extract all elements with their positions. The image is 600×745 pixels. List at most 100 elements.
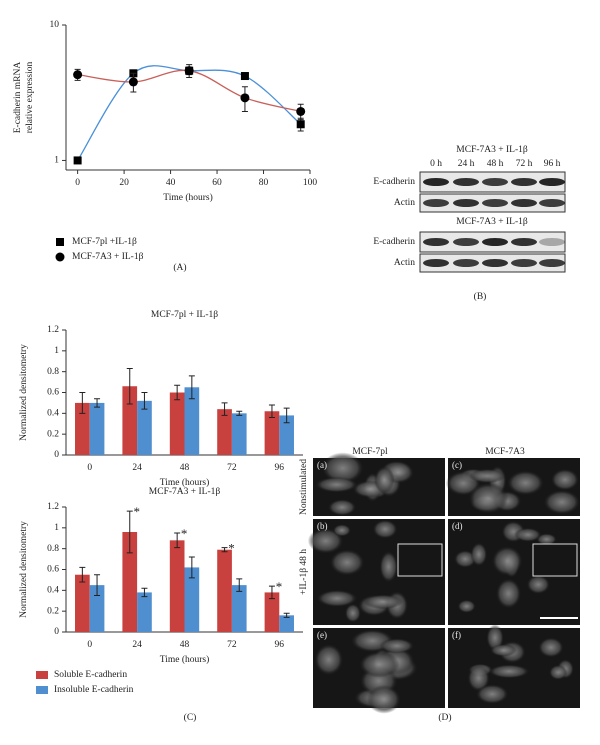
cell — [457, 599, 476, 613]
blot-band — [482, 178, 508, 186]
bar — [75, 402, 90, 455]
error-bar — [236, 578, 243, 592]
blot-band — [423, 199, 449, 207]
significance: * — [276, 579, 283, 594]
micrograph: (a) — [313, 452, 445, 516]
marker — [240, 72, 249, 81]
cell — [332, 524, 352, 537]
bar — [264, 411, 280, 455]
y-axis-label: Normalized densitometry — [19, 521, 29, 618]
blot-band — [453, 259, 479, 267]
micrograph: (b) — [307, 519, 445, 625]
cell — [372, 519, 398, 539]
cell — [526, 574, 551, 595]
x-tick-label: 0 — [75, 178, 80, 188]
y-tick-label: 0.8 — [47, 367, 59, 377]
cell — [538, 637, 564, 658]
error-bar — [283, 407, 290, 424]
blot-row-label: E-cadherin — [373, 177, 415, 187]
x-tick-label: 60 — [212, 178, 222, 188]
x-tick-label: 24 — [132, 640, 142, 650]
cell — [321, 452, 364, 484]
bar — [279, 615, 294, 632]
x-tick-label: 20 — [119, 178, 129, 188]
inset-box — [532, 543, 578, 577]
row-label: +IL-1β 48 h — [299, 549, 309, 595]
y-tick-label: 1.2 — [47, 502, 59, 512]
cell — [329, 549, 365, 576]
inset-box — [397, 543, 443, 577]
x-tick-label: 96 — [275, 463, 285, 473]
cell — [363, 594, 403, 610]
blot-band — [453, 178, 479, 186]
cell — [344, 603, 361, 623]
y-tick-label: 0.2 — [47, 429, 59, 439]
micrograph: (c) — [445, 458, 581, 516]
legend-swatch — [36, 686, 48, 694]
blot-band — [539, 178, 565, 186]
error-bar — [141, 587, 148, 598]
bar — [137, 592, 152, 632]
subpanel-label: (f) — [452, 630, 461, 640]
x-tick-label: 48 — [180, 463, 190, 473]
cell — [327, 499, 357, 516]
cell — [316, 589, 358, 608]
subpanel-label: (c) — [452, 460, 462, 470]
x-axis-label: Time (hours) — [160, 477, 210, 488]
error-bar — [221, 547, 228, 553]
x-tick-label: 72 — [227, 640, 237, 650]
blot-band — [539, 199, 565, 207]
cell — [307, 527, 344, 554]
cell — [467, 664, 490, 692]
y-tick-label: 0.4 — [47, 409, 59, 419]
x-tick-label: 24 — [132, 463, 142, 473]
cell — [536, 533, 557, 546]
error-bar — [174, 532, 181, 549]
x-axis-label: Time (hours) — [163, 192, 213, 203]
blot-band — [453, 238, 479, 246]
blot-band — [511, 199, 537, 207]
cell — [548, 664, 568, 681]
bar — [184, 567, 200, 632]
x-axis-label: Time (hours) — [160, 654, 210, 665]
legend-label: Insoluble E-cadherin — [54, 685, 134, 695]
chart-title: MCF-7A3 + IL-1β — [149, 487, 221, 497]
blot-title: MCF-7A3 + IL-1β — [456, 217, 528, 227]
cell — [374, 466, 395, 494]
bar — [169, 392, 185, 455]
cell — [315, 476, 358, 493]
marker — [296, 106, 306, 116]
lane-label: 48 h — [487, 159, 504, 169]
panel-label: (C) — [184, 712, 197, 723]
bar — [122, 532, 138, 632]
x-tick-label: 0 — [87, 640, 92, 650]
marker — [73, 156, 82, 165]
subpanel-label: (a) — [317, 460, 327, 470]
row-label: Nonstimulated — [299, 459, 309, 515]
panel-label: (A) — [173, 262, 186, 273]
y-tick-label: 1 — [54, 523, 59, 533]
marker — [128, 77, 138, 87]
bar — [279, 415, 294, 455]
x-tick-label: 80 — [259, 178, 269, 188]
column-label: MCF-7pl — [352, 447, 388, 457]
error-bar — [94, 574, 101, 597]
legend-label: MCF-7pl +IL-1β — [72, 237, 137, 247]
error-bar — [268, 404, 275, 418]
x-tick-label: 48 — [180, 640, 190, 650]
chart-title: MCF-7pl + IL-1β — [151, 310, 218, 320]
cell — [468, 482, 509, 514]
cell — [514, 527, 542, 542]
bar — [89, 585, 105, 632]
bar — [231, 585, 247, 632]
significance: * — [134, 504, 141, 519]
cell — [550, 468, 580, 491]
error-bar — [283, 612, 290, 618]
bar — [137, 400, 152, 455]
y-tick-label: 0.2 — [47, 606, 59, 616]
marker — [296, 120, 305, 129]
legend-label: MCF-7A3 + IL-1β — [72, 252, 144, 262]
error-bar — [188, 556, 195, 579]
y-tick-label: 0 — [54, 627, 59, 637]
subpanel-label: (d) — [452, 521, 463, 531]
